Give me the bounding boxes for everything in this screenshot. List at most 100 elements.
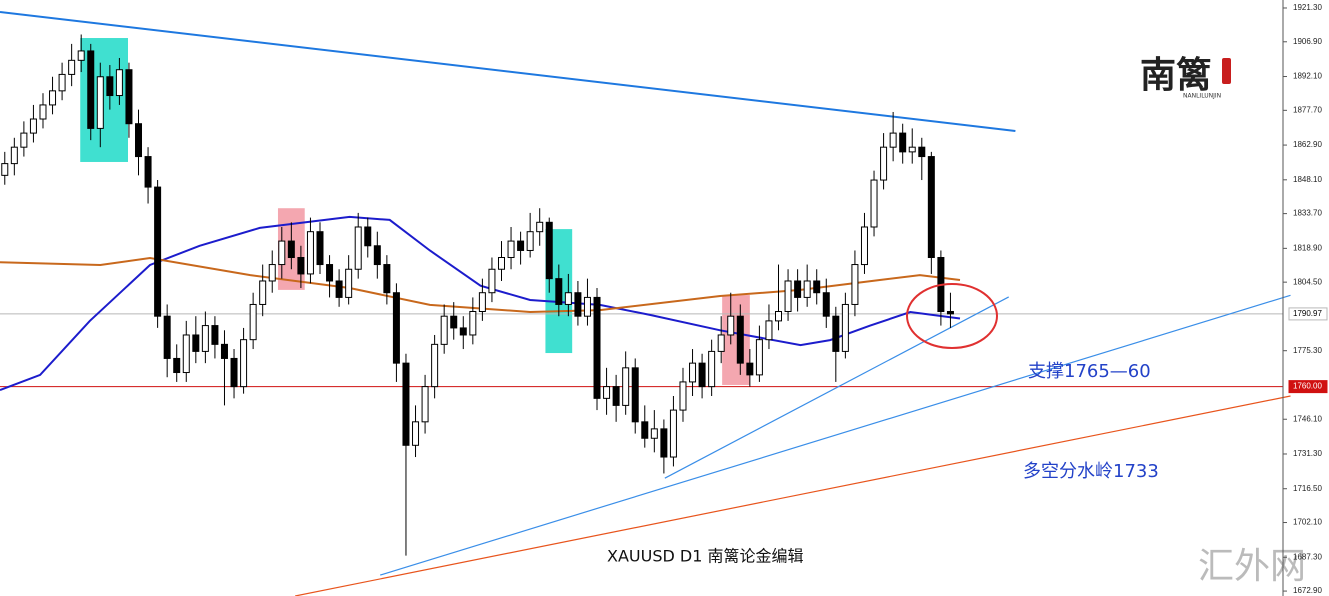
candle-body xyxy=(918,146,926,158)
candle-body xyxy=(832,315,840,352)
annotation: 支撑1765—60 xyxy=(1028,361,1151,382)
candle-body xyxy=(96,76,104,129)
candle-body xyxy=(908,146,916,153)
candle-body xyxy=(784,280,792,312)
logo: 南篱 xyxy=(1140,54,1212,96)
price-box xyxy=(1288,380,1328,394)
candle-body xyxy=(201,325,209,352)
trend-line xyxy=(0,10,1016,132)
candle-body xyxy=(870,179,878,228)
candle-body xyxy=(278,240,286,266)
price-box xyxy=(1288,307,1328,321)
candle-body xyxy=(58,73,66,92)
candle-body xyxy=(135,123,143,158)
moving-average xyxy=(0,215,961,392)
candle-body xyxy=(373,245,381,266)
candle-body xyxy=(727,315,735,336)
trend-line xyxy=(295,395,1291,596)
candle-body xyxy=(259,280,267,305)
candle-body xyxy=(459,327,467,336)
y-tick-label: 1818.90 xyxy=(1293,243,1322,252)
candle-body xyxy=(49,90,57,106)
candle-body xyxy=(583,296,591,317)
candle-body xyxy=(650,428,658,439)
candle-body xyxy=(899,132,907,153)
candle-body xyxy=(173,357,181,374)
annotation: 多空分水岭1733 xyxy=(1023,461,1159,482)
candle-body xyxy=(220,343,228,359)
price-axis: 1921.30 1906.90 1892.10 1877.70 1862.90 1848.… xyxy=(1283,3,1328,595)
candle-body xyxy=(698,362,706,388)
y-tick-label: 1892.10 xyxy=(1293,72,1322,81)
candle-body xyxy=(689,362,697,383)
highlight-ellipse xyxy=(906,283,998,349)
candle-body xyxy=(593,296,601,399)
price-box-label: 1790.97 xyxy=(1293,309,1322,318)
candle-body xyxy=(497,257,505,270)
candle-body xyxy=(421,386,429,423)
candle-body xyxy=(927,156,935,259)
y-tick-label: 1775.30 xyxy=(1293,346,1322,355)
y-tick-label: 1921.30 xyxy=(1293,3,1322,12)
candle-body xyxy=(507,240,515,259)
candle-body xyxy=(431,343,439,388)
y-tick-label: 1862.90 xyxy=(1293,140,1322,149)
candle-body xyxy=(708,350,716,388)
trend-line xyxy=(380,294,1291,576)
y-tick-label: 1833.70 xyxy=(1293,209,1322,218)
candle-body xyxy=(755,339,763,376)
candle-body xyxy=(354,226,362,270)
candle-body xyxy=(660,428,668,458)
candle-body xyxy=(641,421,649,439)
candle-body xyxy=(87,50,95,129)
candle-body xyxy=(517,240,525,251)
y-tick-label: 1746.10 xyxy=(1293,414,1322,423)
candle-body xyxy=(192,334,200,352)
candle-body xyxy=(736,315,744,364)
candle-body xyxy=(851,264,859,305)
candle-body xyxy=(765,320,773,341)
candle-body xyxy=(794,280,802,298)
candle-body xyxy=(297,257,305,275)
candle-body xyxy=(287,240,295,259)
candle-body xyxy=(115,69,123,97)
candle-body xyxy=(488,268,496,294)
candle-body xyxy=(841,303,849,352)
candle-body xyxy=(775,310,783,322)
candle-body xyxy=(813,280,821,294)
candle-body xyxy=(240,339,248,388)
candle-body xyxy=(249,303,257,341)
candle-body xyxy=(10,146,18,165)
logo-seal xyxy=(1222,58,1231,84)
candle-body xyxy=(880,146,888,181)
candle-body xyxy=(679,381,687,411)
logo-sub: NANLILUNJIN xyxy=(1183,93,1221,100)
candles xyxy=(1,34,954,556)
candle-body xyxy=(574,292,582,317)
candle-body xyxy=(154,186,162,317)
y-tick-label: 1687.30 xyxy=(1293,552,1322,561)
candle-body xyxy=(612,386,620,406)
y-tick-label: 1848.10 xyxy=(1293,175,1322,184)
candle-body xyxy=(603,386,611,399)
candle-body xyxy=(316,231,324,266)
candle-body xyxy=(478,292,486,312)
candle-body xyxy=(564,292,572,305)
candle-body xyxy=(469,310,477,336)
candle-body xyxy=(822,292,830,317)
candle-body xyxy=(803,280,811,298)
y-tick-label: 1716.50 xyxy=(1293,484,1322,493)
candle-body xyxy=(345,268,353,298)
zones xyxy=(80,38,750,385)
candle-body xyxy=(450,315,458,329)
candle-body xyxy=(1,163,9,176)
candle-body xyxy=(669,409,677,458)
candle-body xyxy=(326,264,334,282)
candle-body xyxy=(182,334,190,374)
trend-line xyxy=(664,296,1009,479)
candle-body xyxy=(68,59,76,75)
caption: XAUUSD D1 南篱论金编辑 xyxy=(607,547,803,566)
candle-body xyxy=(29,118,37,134)
candle-body xyxy=(230,357,238,388)
